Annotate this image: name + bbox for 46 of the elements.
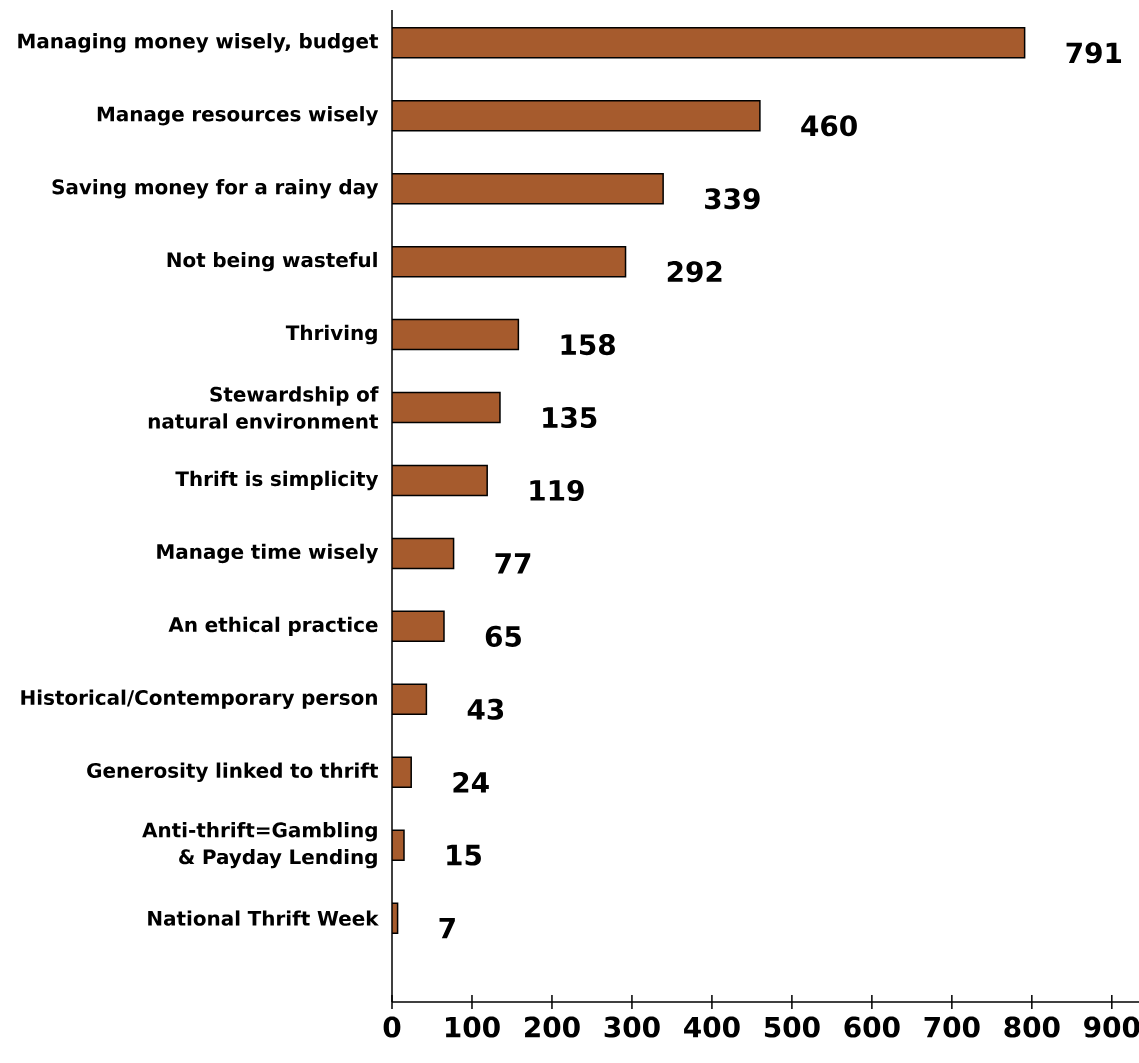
y-tick-label: Historical/Contemporary person: [21, 689, 377, 710]
y-tick-label: Manage resources wisely: [97, 106, 379, 126]
data-label: 77: [495, 553, 531, 574]
y-tick-label: Manage time wisely: [157, 543, 379, 564]
y-tick-label: Thriving: [285, 324, 377, 345]
y-tick-label: Not being wasteful: [167, 251, 377, 272]
bar: [392, 683, 428, 716]
x-tick-label: 300: [604, 1016, 660, 1038]
x-tick-label: 200: [525, 1016, 580, 1038]
bar: [392, 245, 627, 278]
bar: [392, 100, 761, 132]
data-label: 135: [543, 406, 597, 429]
bar: [392, 537, 455, 570]
data-label: 791: [1066, 42, 1122, 64]
y-tick-label: Generosity linked to thrift: [87, 762, 379, 782]
bar: [392, 610, 445, 643]
y-tick-label: Thrift is simplicity: [175, 470, 379, 491]
data-label: 292: [667, 261, 722, 283]
data-label: 158: [561, 334, 615, 356]
data-label: 65: [485, 625, 521, 647]
x-tick-label: 400: [684, 1016, 740, 1038]
data-label: 460: [801, 115, 857, 137]
x-tick-label: 700: [924, 1016, 980, 1038]
data-label: 339: [705, 188, 760, 210]
data-label: 15: [447, 844, 481, 866]
y-tick-label: Saving money for a rainy day: [52, 178, 379, 199]
x-tick-label: 0: [383, 1016, 401, 1038]
data-label: 119: [530, 479, 584, 502]
y-tick-label: An ethical practice: [168, 616, 378, 636]
x-tick-label: 900: [1084, 1016, 1139, 1038]
x-tick-label: 600: [844, 1016, 900, 1038]
bar: [392, 27, 1026, 59]
x-tick-label: 500: [764, 1016, 820, 1038]
bar: [392, 464, 488, 497]
bar: [392, 172, 664, 205]
y-tick-label: Stewardship of natural environment: [148, 386, 379, 429]
y-tick-label: National Thrift Week: [148, 910, 379, 926]
bar: [392, 318, 520, 351]
data-label: 24: [453, 771, 489, 793]
x-tick-label: 100: [446, 1016, 500, 1038]
x-tick-label: 800: [1004, 1016, 1060, 1038]
y-tick-label: Anti-thrift=Gambling & Payday Lending: [142, 822, 377, 869]
bar: [392, 391, 501, 424]
data-label: 43: [467, 698, 504, 720]
data-label: 7: [439, 917, 455, 939]
y-tick-label: Managing money wisely, budget: [18, 33, 379, 53]
